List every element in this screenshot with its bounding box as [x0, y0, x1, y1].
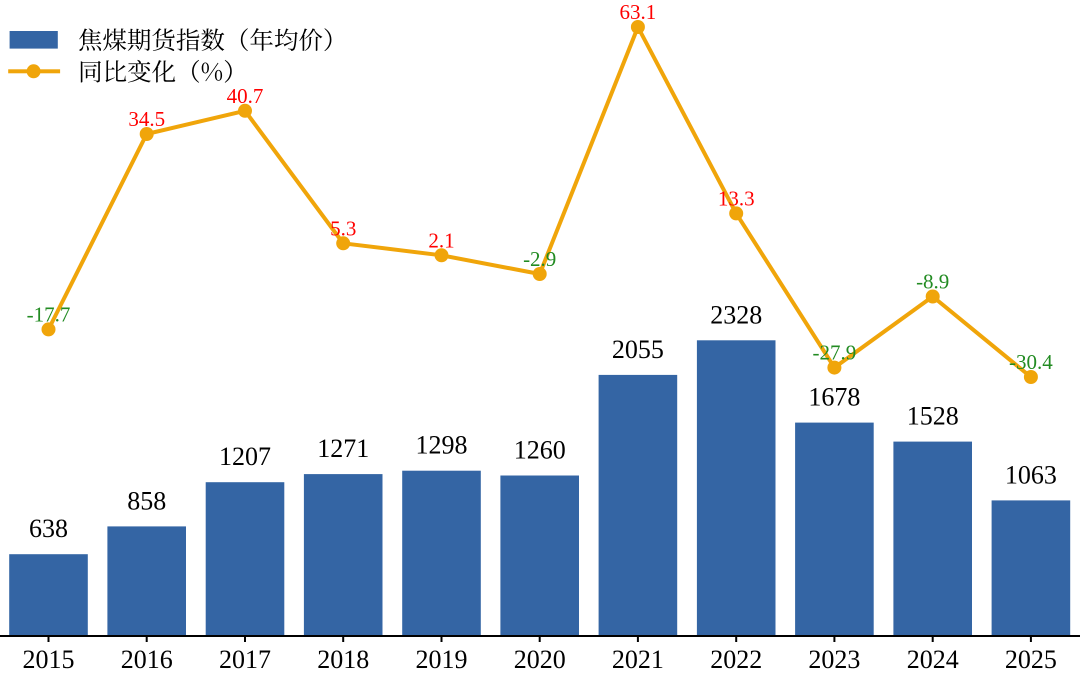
svg-text:1298: 1298 [416, 431, 468, 460]
svg-text:2017: 2017 [219, 645, 271, 674]
svg-text:2055: 2055 [612, 335, 664, 364]
svg-text:2025: 2025 [1005, 645, 1057, 674]
svg-text:-2.9: -2.9 [523, 247, 556, 271]
svg-text:2019: 2019 [416, 645, 468, 674]
svg-text:63.1: 63.1 [620, 0, 657, 24]
svg-text:858: 858 [127, 486, 166, 515]
svg-text:2020: 2020 [514, 645, 566, 674]
svg-text:-17.7: -17.7 [27, 302, 71, 326]
svg-text:1207: 1207 [219, 442, 271, 471]
svg-text:40.7: 40.7 [227, 84, 264, 108]
svg-text:2328: 2328 [710, 300, 762, 329]
svg-text:2015: 2015 [23, 645, 75, 674]
svg-text:1678: 1678 [808, 383, 860, 412]
svg-text:2022: 2022 [710, 645, 762, 674]
svg-text:1260: 1260 [514, 436, 566, 465]
svg-text:1271: 1271 [317, 434, 369, 463]
svg-text:1063: 1063 [1005, 460, 1057, 489]
svg-text:34.5: 34.5 [128, 107, 165, 131]
svg-text:-27.9: -27.9 [813, 341, 857, 365]
svg-text:5.3: 5.3 [330, 216, 356, 240]
svg-text:638: 638 [29, 514, 68, 543]
svg-text:2016: 2016 [121, 645, 173, 674]
svg-text:2024: 2024 [907, 645, 959, 674]
svg-text:-8.9: -8.9 [916, 270, 949, 294]
svg-text:13.3: 13.3 [718, 186, 755, 210]
svg-text:2023: 2023 [808, 645, 860, 674]
svg-text:1528: 1528 [907, 402, 959, 431]
svg-text:2.1: 2.1 [428, 228, 454, 252]
svg-text:2018: 2018 [317, 645, 369, 674]
svg-text:-30.4: -30.4 [1009, 350, 1053, 374]
svg-text:2021: 2021 [612, 645, 664, 674]
